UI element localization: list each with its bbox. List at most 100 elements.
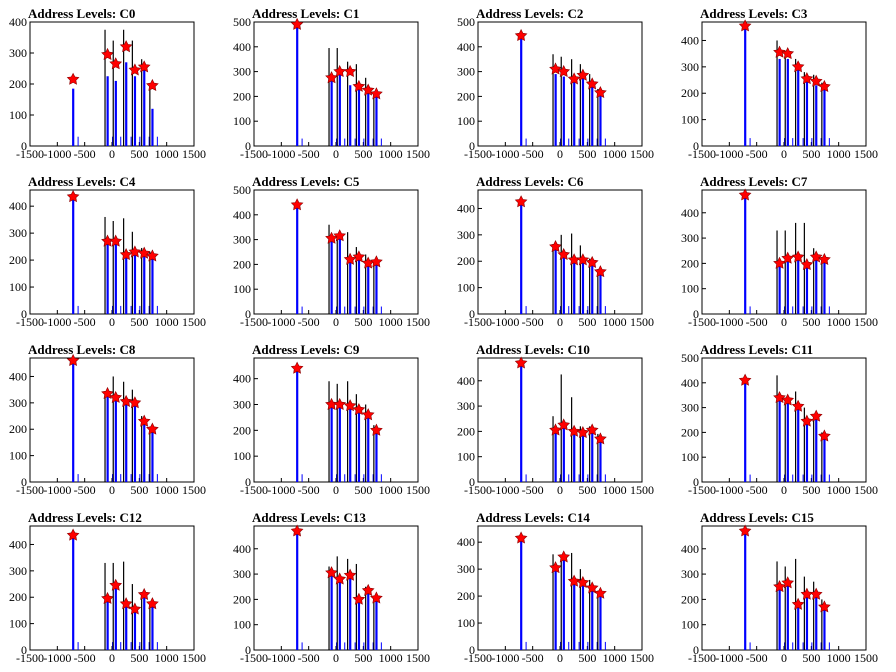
peak-marker	[361, 583, 375, 596]
y-tick-label: 0	[21, 307, 27, 321]
x-tick-label: -1500	[240, 315, 268, 329]
histogram-spike-blue	[349, 407, 352, 482]
x-tick-label: 0	[333, 147, 339, 161]
histogram-spike-blue	[367, 264, 370, 314]
histogram-spike-blue	[744, 533, 747, 650]
x-tick-label: 1000	[155, 651, 179, 665]
histogram-spike-blue	[349, 259, 352, 314]
histogram-spike-blue	[125, 62, 128, 146]
histogram-spike-blue	[805, 422, 809, 482]
x-tick-label: -1000	[43, 651, 71, 665]
x-tick-label: -500	[74, 315, 96, 329]
peak-marker	[370, 591, 383, 604]
y-tick-label: 100	[233, 449, 251, 463]
y-tick-label: 0	[21, 643, 27, 657]
histogram-spike-blue	[72, 198, 75, 314]
plot-frame	[253, 525, 419, 651]
peak-marker	[818, 600, 831, 613]
x-tick-label: 1000	[379, 147, 403, 161]
histogram-spike-blue	[296, 370, 299, 482]
y-tick-label: 400	[457, 535, 475, 549]
peak-marker	[594, 265, 607, 278]
y-tick-label: 100	[457, 450, 475, 464]
peak-marker	[549, 423, 562, 436]
y-tick-label: 0	[245, 643, 251, 657]
histogram-spike-blue	[599, 93, 602, 146]
histogram-spike-blue	[338, 238, 341, 314]
peak-marker	[101, 47, 114, 60]
y-tick-label: 200	[233, 423, 251, 437]
plot-frame	[29, 525, 195, 651]
plot-frame	[477, 357, 643, 483]
x-tick-label: -1500	[16, 315, 44, 329]
x-tick-label: -500	[746, 147, 768, 161]
y-tick-label: 300	[457, 399, 475, 413]
peak-marker	[594, 432, 607, 445]
x-tick-label: 1000	[827, 483, 851, 497]
histogram-spike-blue	[106, 76, 109, 146]
histogram-spike-blue	[330, 79, 333, 146]
y-tick-label: 100	[233, 114, 251, 128]
peak-marker	[557, 418, 571, 431]
histogram-spike-blue	[797, 66, 800, 146]
chart-panel-c9: Address Levels: C9 0 100 200 300 400 -1500 -100…	[233, 342, 430, 497]
y-tick-label: 100	[681, 450, 699, 464]
histogram-spike-blue	[562, 425, 565, 482]
histogram-spike-blue	[296, 26, 299, 146]
peak-marker	[809, 587, 823, 600]
y-tick-label: 300	[233, 233, 251, 247]
histogram-spike-blue	[338, 404, 341, 482]
x-tick-label: 1500	[630, 315, 654, 329]
peak-marker	[66, 353, 80, 367]
y-tick-label: 0	[469, 475, 475, 489]
x-tick-label: 0	[557, 315, 563, 329]
histogram-spike-blue	[143, 595, 146, 650]
histogram-spike-blue	[357, 86, 361, 146]
peak-marker	[514, 28, 528, 42]
peak-marker	[781, 393, 795, 406]
y-tick-label: 400	[681, 33, 699, 47]
peak-marker	[352, 79, 366, 92]
x-tick-label: -1000	[715, 483, 743, 497]
y-tick-label: 100	[9, 280, 27, 294]
x-tick-label: 500	[802, 483, 820, 497]
y-tick-label: 0	[693, 643, 699, 657]
x-tick-label: 0	[781, 483, 787, 497]
y-tick-label: 400	[233, 40, 251, 54]
histogram-spike-blue	[599, 440, 602, 482]
x-tick-label: -1500	[464, 147, 492, 161]
chart-title: Address Levels: C11	[700, 342, 813, 357]
peak-marker	[781, 576, 795, 589]
x-tick-label: -1000	[491, 147, 519, 161]
histogram-spike-blue	[573, 81, 576, 146]
x-tick-label: -500	[522, 651, 544, 665]
histogram-spike-blue	[151, 429, 154, 482]
x-tick-label: 0	[557, 651, 563, 665]
chart-title: Address Levels: C9	[252, 342, 360, 357]
y-tick-label: 200	[233, 257, 251, 271]
peak-marker	[594, 586, 607, 599]
x-tick-label: 0	[781, 651, 787, 665]
y-tick-label: 200	[681, 86, 699, 100]
y-tick-label: 300	[233, 65, 251, 79]
peak-marker	[352, 250, 366, 263]
peak-marker	[370, 423, 383, 436]
chart-panel-c13: Address Levels: C13 0 100 200 300 400 -1500 -10…	[233, 510, 430, 665]
peak-marker	[101, 591, 114, 604]
histogram-spike-blue	[786, 258, 789, 314]
peak-marker	[146, 249, 159, 262]
histogram-spike-blue	[133, 402, 137, 482]
peak-marker	[514, 531, 528, 544]
histogram-spike-blue	[554, 248, 557, 314]
peak-marker	[119, 597, 133, 610]
histogram-spike-blue	[375, 599, 378, 650]
peak-marker	[146, 597, 159, 610]
y-tick-label: 300	[457, 228, 475, 242]
peak-marker	[773, 256, 786, 269]
x-tick-label: -1500	[464, 651, 492, 665]
peak-marker	[290, 524, 304, 537]
histogram-spike-blue	[778, 400, 781, 482]
y-tick-label: 100	[233, 282, 251, 296]
histogram-spike-blue	[520, 203, 523, 314]
